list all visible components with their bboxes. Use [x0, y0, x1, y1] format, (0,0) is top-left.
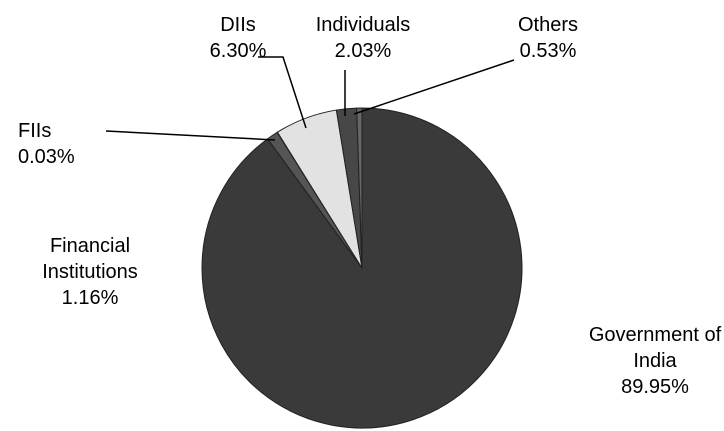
- category-label: FIIs: [18, 120, 52, 142]
- leader-line: [105, 130, 276, 141]
- category-label: Government of India: [588, 324, 722, 372]
- value-label: 6.30%: [209, 40, 267, 62]
- pie-slice: [356, 107, 363, 269]
- slice-label: Individuals 2.03%: [316, 12, 411, 64]
- slice-label: Government of India 89.95%: [580, 322, 724, 400]
- value-label: 0.53%: [519, 40, 577, 62]
- category-label: DIIs: [220, 14, 256, 36]
- slice-label: FIIs 0.03%: [18, 118, 75, 170]
- leader-line: [353, 59, 515, 115]
- slice-label: DIIs 6.30%: [210, 12, 267, 64]
- slice-label: Others 0.53%: [518, 12, 578, 64]
- category-label: Individuals: [315, 14, 411, 36]
- value-label: 2.03%: [334, 40, 392, 62]
- category-label: Financial Institutions: [42, 235, 138, 283]
- slice-label: Financial Institutions 1.16%: [20, 233, 160, 311]
- value-label: 0.03%: [18, 146, 75, 168]
- leader-line: [258, 56, 307, 129]
- value-label: 89.95%: [621, 376, 689, 398]
- category-label: Others: [517, 14, 579, 36]
- value-label: 1.16%: [61, 287, 119, 309]
- leader-lines: [105, 56, 515, 141]
